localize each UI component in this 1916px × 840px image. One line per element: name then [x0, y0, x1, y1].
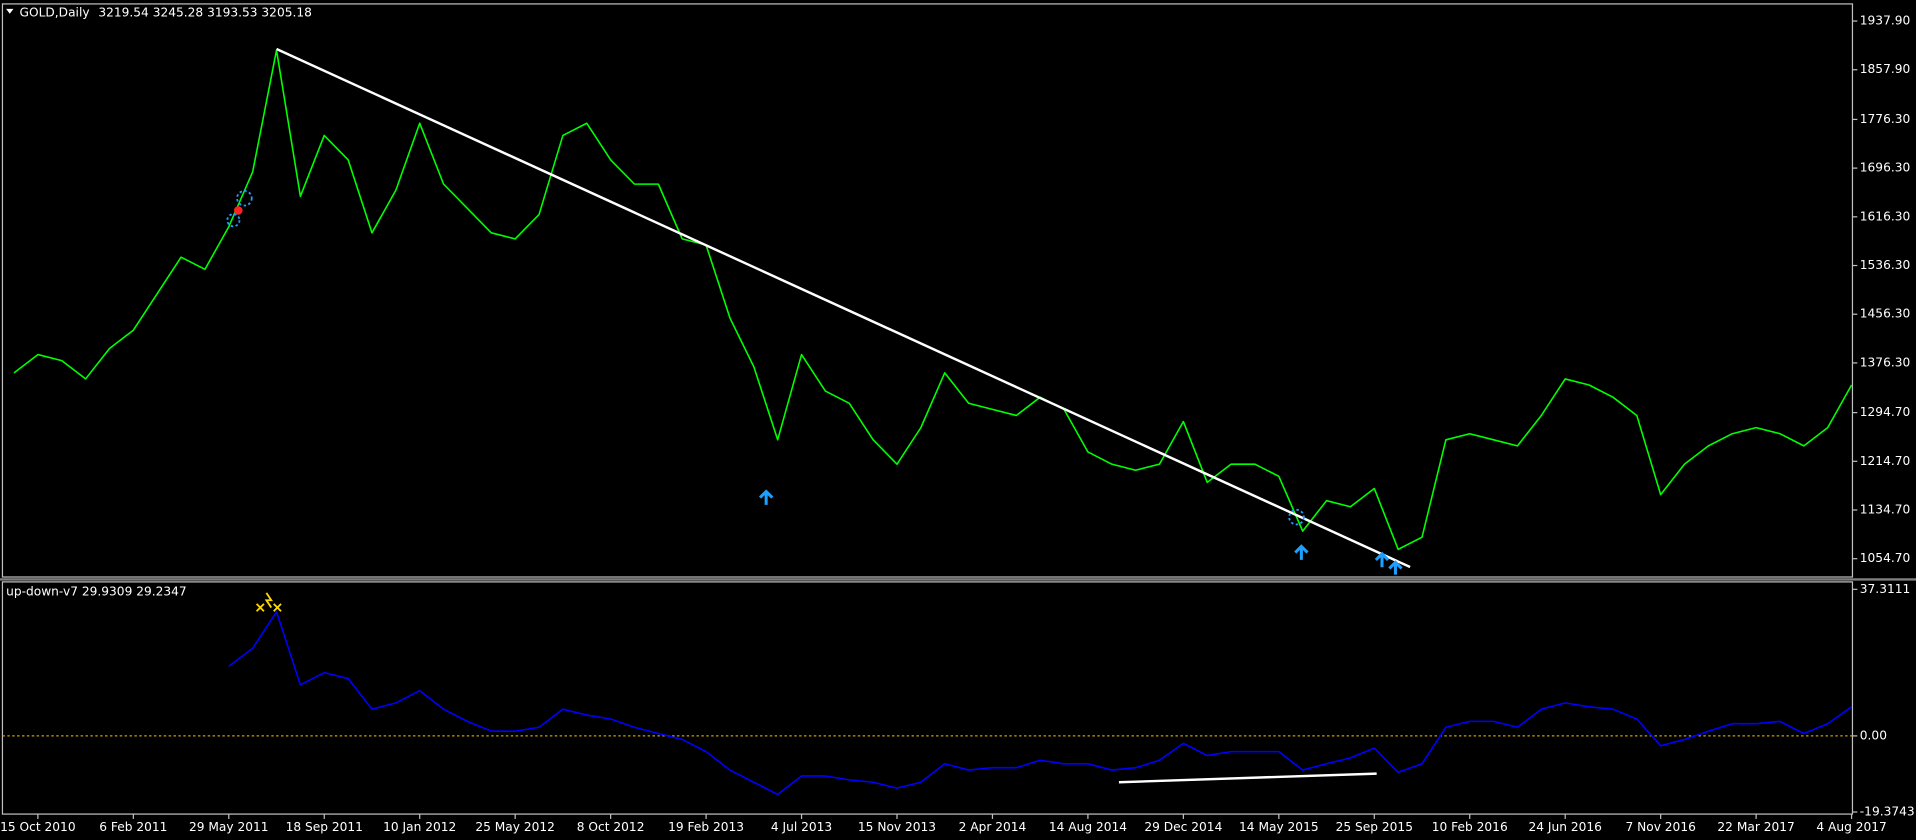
up-arrow — [1294, 544, 1309, 560]
indicator-signal — [255, 592, 282, 612]
main-header: GOLD,Daily 3219.54 3245.28 3193.53 3205.… — [20, 5, 312, 19]
x-tick-label: 15 Nov 2013 — [858, 820, 936, 834]
indicator-name: up-down-v7 — [6, 584, 78, 598]
y-tick-label: -19.3743 — [1860, 805, 1915, 819]
x-tick-label: 24 Jun 2016 — [1528, 820, 1601, 834]
y-tick-label: 0.00 — [1860, 728, 1887, 742]
signal-circle — [1288, 508, 1305, 526]
price-line — [228, 610, 1853, 796]
x-tick-label: 2 Apr 2014 — [959, 820, 1027, 834]
y-tick-label: 1536.30 — [1860, 258, 1910, 272]
y-tick-label: 1054.70 — [1860, 551, 1910, 565]
ohlc-high: 3245.28 — [153, 5, 203, 19]
collapse-triangle[interactable] — [6, 8, 14, 14]
x-tick-label: 25 May 2012 — [475, 820, 555, 834]
main-panel-frame — [1, 3, 1854, 578]
signal-icons — [226, 189, 1403, 612]
indicator-header: up-down-v7 29.9309 29.2347 — [6, 584, 187, 598]
ohlc-close: 3205.18 — [261, 5, 311, 19]
marks: 1937.90 1857.90 1776.30 1696.30 1616.30 1536.… — [0, 14, 1915, 834]
up-arrow — [1374, 551, 1390, 568]
up-arrow — [758, 489, 774, 505]
x-tick-label: 10 Jan 2012 — [383, 820, 456, 834]
x-tick-label: 19 Feb 2013 — [668, 820, 744, 834]
y-tick-label: 1134.70 — [1860, 502, 1910, 516]
y-tick-label: 1214.70 — [1860, 454, 1910, 468]
x-tick-label: 18 Sep 2011 — [286, 820, 363, 834]
y-tick-label: 1456.30 — [1860, 307, 1910, 321]
y-tick-label: 1776.30 — [1860, 112, 1910, 126]
y-tick-label: 1616.30 — [1860, 209, 1910, 223]
x-tick-label: 10 Feb 2016 — [1432, 820, 1508, 834]
y-tick-label: 1696.30 — [1860, 161, 1910, 175]
x-tick-label: 4 Aug 2017 — [1816, 820, 1886, 834]
indicator-reading: 29.9309 — [82, 584, 132, 598]
y-tick-label: 1857.90 — [1860, 62, 1910, 76]
up-arrow — [1388, 560, 1403, 575]
signal-circle — [226, 213, 241, 228]
x-tick-label: 22 Mar 2017 — [1717, 820, 1794, 834]
trendline — [1118, 772, 1377, 784]
trendline — [276, 47, 1411, 569]
x-tick-label: 25 Sep 2015 — [1336, 820, 1413, 834]
symbol: GOLD,Daily — [20, 5, 90, 19]
y-tick-label: 1376.30 — [1860, 355, 1910, 369]
x-tick-label: 4 Jul 2013 — [771, 820, 832, 834]
x-tick-label: 7 Nov 2016 — [1625, 820, 1695, 834]
indicator-reading: 29.2347 — [136, 584, 186, 598]
x-tick-label: 14 May 2015 — [1239, 820, 1319, 834]
x-tick-label: 29 May 2011 — [189, 820, 269, 834]
x-tick-label: 8 Oct 2012 — [577, 820, 645, 834]
signal-circle — [236, 189, 253, 207]
y-tick-label: 1937.90 — [1860, 14, 1910, 28]
ohlc-low: 3193.53 — [207, 5, 257, 19]
y-tick-label: 1294.70 — [1860, 405, 1910, 419]
y-tick-label: 37.3111 — [1860, 582, 1910, 596]
x-tick-label: 15 Oct 2010 — [0, 820, 75, 834]
x-tick-label: 6 Feb 2011 — [99, 820, 167, 834]
indicator-panel-frame — [1, 581, 1854, 815]
x-tick-label: 29 Dec 2014 — [1144, 820, 1222, 834]
signal-dot — [234, 206, 243, 215]
x-tick-label: 14 Aug 2014 — [1049, 820, 1127, 834]
ohlc-open: 3219.54 — [98, 5, 149, 19]
price-line — [13, 49, 1853, 551]
